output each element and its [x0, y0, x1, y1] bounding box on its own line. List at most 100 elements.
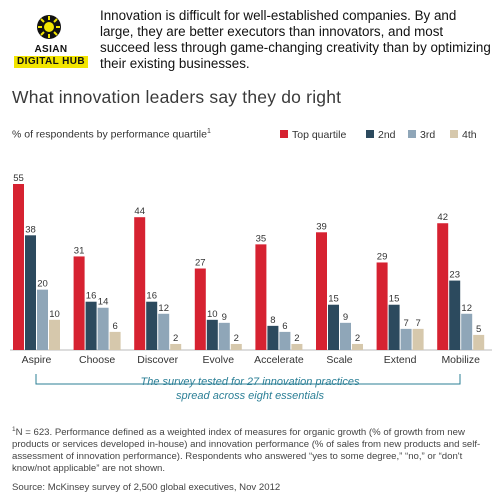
bar-aspire-3rd: [37, 289, 48, 350]
bar-scale-top: [316, 232, 327, 350]
footnote: 1N = 623. Performance defined as a weigh…: [12, 424, 492, 475]
bar-mobilize-top: [437, 223, 449, 350]
data-label-accelerate-2nd: 8: [270, 315, 275, 326]
logo-line1: ASIAN: [34, 44, 68, 55]
intro-text: Innovation is difficult for well-establi…: [100, 8, 491, 71]
bar-scale-3rd: [340, 322, 351, 350]
legend-item-top: Top quartile: [280, 129, 346, 141]
data-label-scale-top: 39: [316, 221, 327, 232]
bar-accelerate-3rd: [279, 331, 291, 350]
category-label-extend: Extend: [384, 354, 417, 366]
data-label-mobilize-2nd: 23: [449, 270, 460, 281]
bar-discover-3rd: [158, 313, 170, 350]
source-line: Source: McKinsey survey of 2,500 global …: [12, 482, 281, 493]
bar-mobilize-3rd: [461, 313, 473, 350]
data-label-mobilize-top: 42: [437, 212, 448, 223]
legend-label-top: Top quartile: [292, 129, 347, 141]
data-label-choose-top: 31: [74, 245, 85, 256]
bar-extend-top: [376, 262, 388, 350]
category-label-mobilize: Mobilize: [441, 354, 480, 366]
data-label-aspire-2nd: 38: [25, 224, 36, 235]
data-label-choose-4th: 6: [112, 321, 117, 332]
bar-evolve-3rd: [218, 322, 230, 350]
data-label-mobilize-4th: 5: [476, 324, 481, 335]
data-label-scale-2nd: 15: [328, 294, 339, 305]
bar-extend-4th: [412, 328, 424, 350]
bar-aspire-2nd: [25, 235, 36, 350]
category-label-choose: Choose: [79, 354, 115, 366]
bar-accelerate-4th: [291, 343, 303, 350]
bar-chart: 55382010Aspire3116146Choose4416122Discov…: [10, 173, 492, 385]
category-label-scale: Scale: [326, 354, 352, 366]
category-label-evolve: Evolve: [203, 354, 235, 366]
data-label-choose-3rd: 14: [98, 297, 109, 308]
bar-mobilize-4th: [473, 334, 485, 350]
legend-item-4th: 4th: [450, 129, 477, 141]
legend-label-2nd: 2nd: [378, 129, 396, 141]
bar-discover-top: [134, 217, 146, 350]
bar-choose-2nd: [85, 301, 97, 350]
data-label-extend-4th: 7: [415, 318, 420, 329]
data-label-evolve-4th: 2: [234, 333, 239, 344]
bar-mobilize-2nd: [449, 280, 461, 350]
data-label-evolve-3rd: 9: [222, 312, 227, 323]
bar-choose-top: [73, 256, 85, 350]
data-label-accelerate-3rd: 6: [282, 321, 287, 332]
bar-evolve-top: [194, 268, 206, 350]
data-label-choose-2nd: 16: [86, 291, 97, 302]
legend-swatch-2nd: [366, 130, 374, 139]
y-axis-label-sup: 1: [206, 128, 211, 135]
bar-extend-3rd: [400, 328, 412, 350]
bar-aspire-4th: [49, 319, 60, 350]
bar-discover-4th: [170, 343, 182, 350]
legend-label-3rd: 3rd: [420, 129, 436, 141]
legend-label-4th: 4th: [462, 129, 477, 141]
legend-swatch-top: [280, 130, 288, 139]
footnote-text: N = 623. Performance defined as a weight…: [12, 427, 481, 475]
annotation-bracket: [35, 374, 461, 385]
data-label-extend-top: 29: [377, 251, 388, 262]
bar-choose-3rd: [97, 307, 109, 350]
gear-logo-icon: [37, 15, 61, 39]
bar-extend-2nd: [388, 304, 400, 350]
bar-scale-2nd: [328, 304, 339, 350]
bar-discover-2nd: [146, 301, 158, 350]
bar-evolve-4th: [230, 343, 242, 350]
data-label-extend-3rd: 7: [403, 318, 408, 329]
legend-swatch-4th: [450, 130, 458, 139]
data-label-scale-4th: 2: [355, 333, 360, 344]
logo-text: ASIAN DIGITAL HUB: [10, 44, 92, 68]
logo: ASIAN DIGITAL HUB: [10, 8, 92, 74]
data-label-evolve-2nd: 10: [207, 309, 218, 320]
bar-aspire-top: [13, 184, 24, 350]
data-label-discover-2nd: 16: [146, 291, 157, 302]
bar-accelerate-top: [255, 244, 267, 350]
data-label-evolve-top: 27: [195, 258, 206, 269]
chart-title: What innovation leaders say they do righ…: [12, 87, 342, 107]
legend-item-2nd: 2nd: [366, 129, 396, 141]
data-label-aspire-4th: 10: [49, 309, 60, 320]
category-label-accelerate: Accelerate: [254, 354, 304, 366]
data-label-accelerate-4th: 2: [294, 333, 299, 344]
bar-scale-4th: [352, 343, 363, 350]
data-label-aspire-top: 55: [13, 173, 24, 184]
legend-swatch-3rd: [408, 130, 416, 139]
logo-line2: DIGITAL HUB: [14, 56, 88, 68]
data-label-scale-3rd: 9: [343, 312, 348, 323]
data-label-mobilize-3rd: 12: [461, 303, 472, 314]
category-label-aspire: Aspire: [22, 354, 52, 366]
data-label-accelerate-top: 35: [256, 233, 267, 244]
data-label-discover-4th: 2: [173, 333, 178, 344]
footnote-marker: 1: [12, 426, 16, 433]
y-axis-label-text: % of respondents by performance quartile: [12, 128, 207, 141]
bar-evolve-2nd: [206, 319, 218, 350]
data-label-discover-3rd: 12: [158, 303, 169, 314]
data-label-discover-top: 44: [134, 206, 145, 217]
bar-accelerate-2nd: [267, 325, 279, 350]
data-label-extend-2nd: 15: [389, 294, 400, 305]
bar-choose-4th: [109, 331, 121, 350]
category-label-discover: Discover: [137, 354, 178, 366]
legend-item-3rd: 3rd: [408, 129, 435, 141]
chart-annotation: The survey tested for 27 innovation prac…: [140, 376, 360, 402]
y-axis-label: % of respondents by performance quartile…: [12, 128, 211, 141]
